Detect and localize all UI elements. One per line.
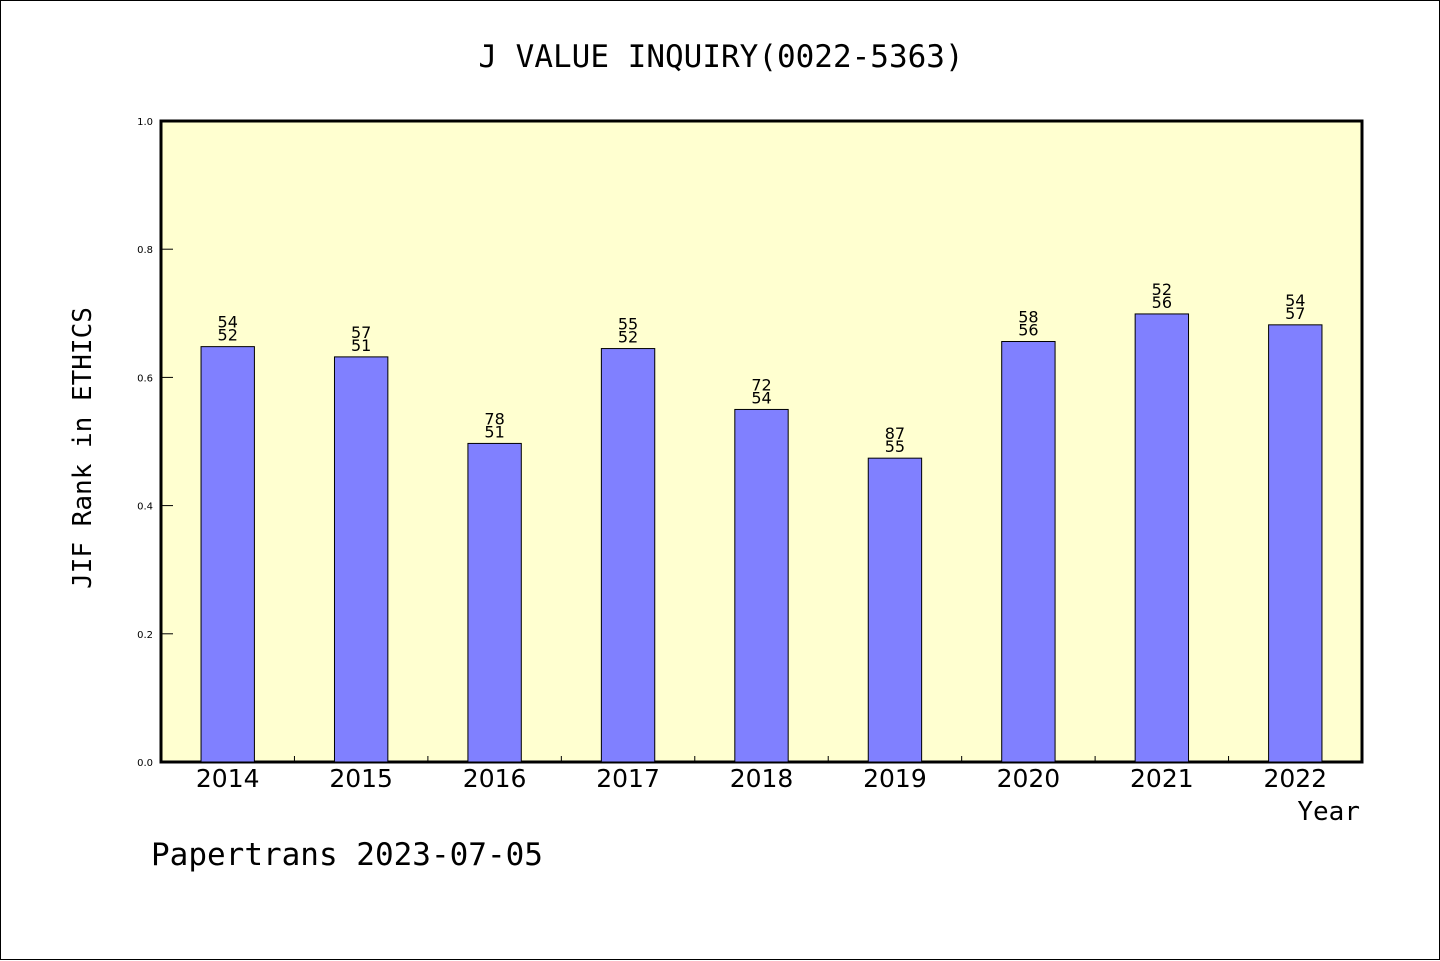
y-tick-label: 0.6 (137, 373, 153, 384)
bar-2014 (200, 346, 255, 763)
data-label-top: 54 (218, 313, 238, 332)
y-axis-label: JIF Rank in ETHICS (68, 307, 98, 589)
data-label-top: 72 (751, 375, 771, 394)
chart-title: J VALUE INQUIRY(0022-5363) (478, 39, 963, 75)
x-tick-label: 2019 (863, 764, 927, 793)
data-label-top: 57 (351, 323, 371, 342)
bar-2020 (1001, 341, 1056, 763)
x-tick-label: 2014 (196, 764, 260, 793)
data-label-bottom: 51 (351, 336, 371, 355)
data-label-top: 52 (1152, 280, 1172, 299)
y-tick-label: 0.8 (137, 245, 153, 256)
y-tick-label: 0.4 (137, 502, 153, 513)
bar-2015 (333, 356, 389, 763)
y-axis-ticks: 0.0 0.2 0.4 0.6 0.8 1.0 (137, 117, 173, 769)
data-label-top: 55 (618, 315, 638, 334)
x-tick-label: 2015 (329, 764, 393, 793)
x-tick-label: 2020 (997, 764, 1061, 793)
data-label-top: 58 (1018, 308, 1038, 327)
bar-2018 (734, 408, 789, 763)
data-label-bottom: 52 (218, 326, 238, 345)
y-tick-label: 0.2 (137, 630, 153, 641)
x-axis-label: Year (1297, 797, 1360, 827)
bar-2017 (600, 348, 656, 763)
data-label-top: 78 (484, 409, 504, 428)
data-label-bottom: 51 (484, 422, 504, 441)
data-label-bottom: 54 (751, 388, 771, 407)
x-axis-ticks: 2014 2015 2016 2017 2018 2019 2020 2021 2022 (196, 756, 1327, 793)
x-tick-label: 2022 (1263, 764, 1327, 793)
data-label-top: 54 (1285, 291, 1305, 310)
x-tick-label: 2017 (596, 764, 660, 793)
data-label-bottom: 57 (1285, 304, 1305, 323)
y-tick-label: 1.0 (137, 117, 153, 128)
bars (200, 313, 1323, 763)
x-tick-label: 2016 (463, 764, 527, 793)
data-label-top: 87 (885, 424, 905, 443)
bar-2019 (867, 457, 923, 763)
data-label-bottom: 56 (1152, 293, 1172, 312)
x-tick-label: 2018 (730, 764, 794, 793)
footer-credit: Papertrans 2023-07-05 (151, 837, 543, 873)
y-tick-label: 0.0 (137, 758, 153, 769)
x-tick-label: 2021 (1130, 764, 1194, 793)
data-label-bottom: 55 (885, 437, 905, 456)
bar-2022 (1268, 324, 1323, 763)
data-label-bottom: 52 (618, 328, 638, 347)
data-label-bottom: 56 (1018, 321, 1038, 340)
bar-2021 (1134, 313, 1190, 763)
bar-2016 (467, 442, 522, 763)
